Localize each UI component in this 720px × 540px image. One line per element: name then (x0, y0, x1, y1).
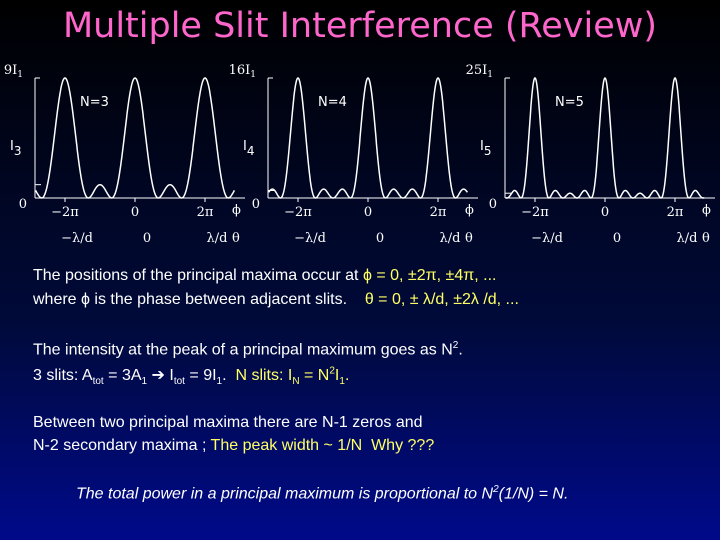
theta-tick: 0 (613, 231, 621, 246)
text: 16I (229, 63, 251, 78)
n-label: N=3 (80, 95, 109, 110)
text-line: N-2 secondary maxima ; The peak width ~ … (33, 437, 434, 455)
phi-tick: 2π (197, 205, 214, 220)
theta-tick: λ/d (677, 231, 698, 246)
phi-label: ϕ (465, 203, 474, 218)
phi-tick: −2π (284, 205, 312, 220)
theta-tick: −λ/d (61, 231, 93, 246)
phi-label: ϕ (702, 203, 711, 218)
text: N slits: I (235, 367, 293, 384)
phi-label: ϕ (232, 203, 241, 218)
text: 2 (329, 365, 335, 377)
phi-tick: 0 (131, 205, 139, 220)
text: ➔ I (147, 367, 174, 384)
text: N slits: IN = N2I1. (235, 365, 350, 388)
text-line: The total power in a principal maximum i… (76, 484, 568, 503)
theta-label: θ (465, 231, 473, 246)
n-label: N=4 (318, 95, 347, 110)
text: I (10, 139, 14, 154)
text: N-2 secondary maxima ; (33, 437, 211, 454)
theta-tick: 0 (143, 231, 151, 246)
theta-label: θ (232, 231, 240, 246)
text: I (334, 367, 340, 384)
text: . (222, 367, 236, 384)
curve (267, 77, 469, 199)
text: 1 (216, 376, 223, 388)
text: θ = 0, ± λ/d, ±2λ /d, ... (364, 291, 519, 308)
intensity-label: I5 (480, 139, 491, 158)
text: 5 (484, 144, 492, 158)
text: tot (173, 376, 185, 388)
text: The peak width ~ 1/N (210, 437, 363, 454)
text: = N (299, 367, 330, 384)
text: Why ??? (362, 437, 435, 454)
text: 1 (487, 70, 493, 80)
text: where ϕ is the phase between adjacent sl… (33, 291, 348, 308)
text: 1 (17, 70, 23, 80)
text: 9I (4, 63, 17, 78)
text: N (292, 376, 300, 388)
text-line: Between two principal maxima there are N… (33, 414, 423, 432)
theta-tick: λ/d (207, 231, 228, 246)
text: = 9I (184, 367, 217, 384)
phi-tick: 2π (430, 205, 447, 220)
text: . (458, 341, 463, 359)
phi-tick: 0 (601, 205, 609, 220)
n-label: N=5 (555, 95, 584, 110)
text: 2 (452, 340, 459, 351)
theta-label: θ (702, 231, 710, 246)
text: The total power in a principal maximum i… (76, 485, 494, 503)
origin-label: 0 (19, 197, 27, 212)
intensity-label: I4 (243, 139, 254, 158)
text: = 3A (103, 367, 142, 384)
text: ϕ = 0, ±2π, ±4π, ... (362, 267, 497, 284)
text: The intensity at the peak of a principal… (33, 341, 453, 359)
phi-tick: −2π (51, 205, 79, 220)
text: 1 (141, 376, 148, 388)
curve (34, 77, 236, 199)
peak-label: 25I1 (466, 63, 493, 80)
origin-label: 0 (489, 197, 497, 212)
title: Multiple Slit Interference (Review) (62, 6, 658, 46)
theta-tick: −λ/d (531, 231, 563, 246)
theta-tick: λ/d (440, 231, 461, 246)
phi-tick: 0 (364, 205, 372, 220)
curve (505, 76, 705, 199)
text: tot (92, 376, 104, 388)
theta-tick: −λ/d (294, 231, 326, 246)
text-line: 3 slits: Atot = 3A1 ➔ Itot = 9I1. N slit… (33, 365, 350, 388)
text-line: The positions of the principal maxima oc… (33, 267, 496, 285)
phi-tick: −2π (521, 205, 549, 220)
text: 1 (250, 70, 256, 80)
phi-tick: 2π (667, 205, 684, 220)
text-line: where ϕ is the phase between adjacent sl… (33, 291, 519, 309)
text-line: The intensity at the peak of a principal… (33, 340, 463, 359)
text: 4 (247, 144, 255, 158)
text: 3 slits: A (33, 367, 93, 384)
text: 25I (466, 63, 488, 78)
text: 3 (14, 144, 22, 158)
text: I (243, 139, 247, 154)
text: 2 (493, 484, 499, 495)
text: . (344, 367, 350, 384)
text: 1 (339, 376, 345, 388)
text: I (480, 139, 484, 154)
peak-label: 16I1 (229, 63, 256, 80)
theta-tick: 0 (376, 231, 384, 246)
plots: 9I1N=3I30−2π−λ/d002πλ/dϕθ16I1N=4I40−2π−λ… (4, 63, 715, 246)
text: Between two principal maxima there are N… (33, 414, 423, 431)
text: The positions of the principal maxima oc… (33, 267, 363, 284)
peak-label: 9I1 (4, 63, 23, 80)
text: (1/N) = N. (498, 485, 569, 503)
intensity-label: I3 (10, 139, 21, 158)
origin-label: 0 (252, 197, 260, 212)
